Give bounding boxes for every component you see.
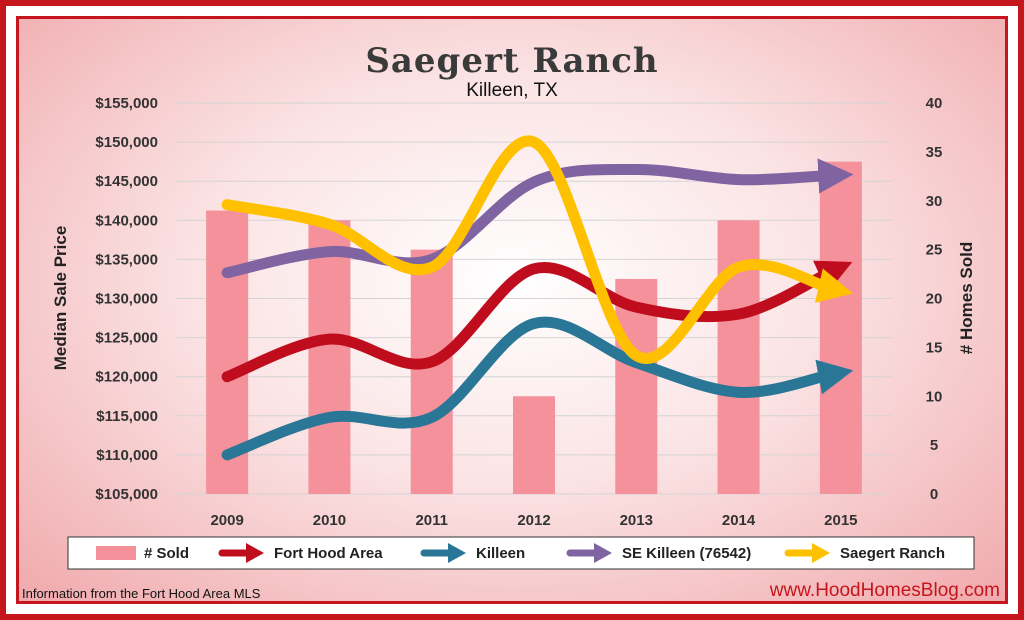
series-lines [221,135,854,461]
source-note: Information from the Fort Hood Area MLS [22,586,261,601]
y2-tick-label: 0 [930,486,938,503]
y-tick-label: $145,000 [95,173,158,190]
y-tick-label: $135,000 [95,251,158,268]
chart-title: Saegert Ranch [365,41,658,81]
y2-tick-label: 5 [930,437,938,454]
sold-bar [308,220,351,495]
y2-tick-label: 40 [926,95,943,112]
x-tick-label: 2009 [210,512,243,529]
legend-label: Killeen [476,545,525,562]
series-line-se_killeen [221,158,854,279]
x-tick-label: 2015 [824,512,857,529]
series-line-killeen [221,316,854,461]
chart-subtitle: Killeen, TX [466,80,558,101]
y-tick-label: $130,000 [95,291,158,308]
legend-item-sold: # Sold [96,545,189,562]
y2-tick-label: 35 [926,144,943,161]
legend-label: Saegert Ranch [840,545,945,562]
x-tick-label: 2011 [415,512,448,529]
x-tick-label: 2014 [722,512,756,529]
legend-label: Fort Hood Area [274,545,383,562]
y2-tick-label: 30 [926,193,943,210]
x-tick-label: 2013 [620,512,653,529]
sold-bar [819,161,862,494]
y2-axis-label: # Homes Sold [957,242,976,354]
y2-tick-label: 25 [926,242,943,259]
sold-bar [410,249,453,494]
y-tick-label: $110,000 [96,447,158,464]
y-tick-label: $155,000 [95,95,158,112]
y2-tick-label: 20 [926,291,943,308]
x-axis-ticks: 2009 2010 2011 2012 2013 2014 2015 [210,512,857,529]
y-tick-label: $125,000 [95,330,158,347]
y-tick-label: $115,000 [96,408,158,425]
legend-swatch [96,546,136,560]
series-line-fort_hood [221,260,853,383]
y-tick-label: $105,000 [95,486,158,503]
right-axis-ticks: 0 5 10 15 20 25 30 35 40 [926,95,943,503]
y-tick-label: $150,000 [95,134,158,151]
y2-tick-label: 15 [926,339,943,356]
sold-bar [513,396,555,494]
y-axis-label: Median Sale Price [51,226,70,371]
sold-bars [206,161,862,495]
legend-arrow-icon [594,543,612,563]
series-line-saegert [221,135,854,364]
site-link[interactable]: www.HoodHomesBlog.com [769,580,1000,601]
legend-item-saegert: Saegert Ranch [784,543,945,563]
y2-tick-label: 10 [926,388,943,405]
legend-item-killeen: Killeen [420,543,525,563]
x-tick-label: 2012 [517,512,550,529]
y-tick-label: $140,000 [95,212,158,229]
x-tick-label: 2010 [313,512,346,529]
legend-item-fort_hood: Fort Hood Area [218,543,383,563]
y-tick-label: $120,000 [95,369,158,386]
legend-arrow-icon [812,543,830,563]
legend-arrow-icon [448,543,466,563]
legend-arrow-icon [246,543,264,563]
legend-label: # Sold [144,545,189,562]
legend: # Sold Fort Hood Area Killeen SE Killeen (7… [67,536,975,570]
legend-item-se_killeen: SE Killeen (76542) [566,543,751,563]
left-axis-ticks: $105,000 $110,000 $115,000 $120,000 $125,000… [95,95,158,503]
legend-label: SE Killeen (76542) [622,545,751,562]
